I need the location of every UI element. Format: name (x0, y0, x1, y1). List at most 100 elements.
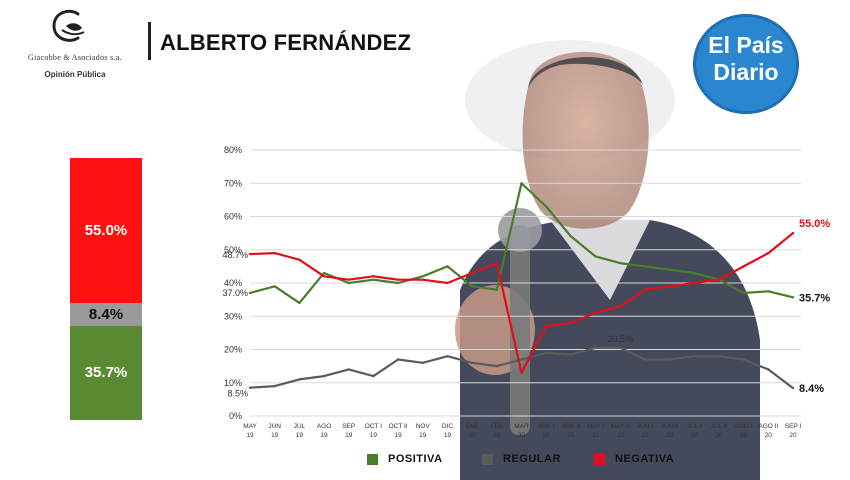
brand-name: Giacobbe & Asociados s.a. (28, 53, 122, 62)
x-tick-label-year: 20 (469, 432, 477, 439)
data-point-regular (248, 386, 252, 389)
data-point-positiva (569, 235, 573, 238)
x-tick-label: OCT II (389, 423, 408, 430)
x-tick-label: AGO I (735, 423, 753, 430)
data-point-negativa (298, 258, 301, 261)
data-point-regular (569, 353, 573, 356)
legend-item-positiva: POSITIVA (367, 453, 443, 465)
x-tick-label: ABR II (561, 423, 580, 430)
x-tick-label: NOV (416, 423, 431, 430)
legend-swatch-positiva (367, 453, 378, 465)
data-point-positiva (544, 205, 548, 208)
data-point-negativa (248, 252, 252, 256)
data-point-negativa (446, 281, 449, 285)
brand-logo: Giacobbe & Asociados s.a. Opinión Públic… (10, 6, 140, 86)
data-point-negativa (544, 325, 548, 328)
data-point-regular (347, 368, 350, 371)
x-tick-label-year: 19 (394, 432, 402, 439)
x-tick-label-year: 20 (567, 432, 575, 439)
data-point-regular (742, 358, 745, 361)
data-point-positiva (347, 281, 350, 285)
data-point-positiva (791, 296, 795, 299)
x-tick-label-year: 19 (296, 432, 304, 439)
data-point-positiva (273, 285, 276, 288)
data-point-negativa (791, 231, 795, 235)
x-tick-label: MAR (514, 423, 529, 430)
badge-line-1: El País (708, 32, 784, 58)
data-point-regular (668, 358, 671, 361)
data-point-negativa (767, 251, 770, 255)
y-tick-label: 70% (224, 178, 242, 188)
data-point-regular (298, 378, 301, 381)
data-point-negativa (569, 321, 573, 325)
data-point-positiva (767, 290, 770, 293)
legend-swatch-regular (482, 453, 493, 465)
x-tick-label: ABR I (538, 423, 555, 430)
data-point-negativa (470, 271, 474, 275)
legend-item-negativa: NEGATIVA (594, 453, 674, 465)
x-tick-label-year: 19 (419, 432, 427, 439)
line-chart: 0% 10% 20% 30% 40% 50% 60% 70% 80% MAY 19 JUN 19 JUL 1… (222, 145, 830, 439)
data-point-negativa (693, 281, 696, 285)
x-tick-label: SEP (342, 423, 355, 430)
stack-label-positiva: 35.7% (84, 364, 128, 382)
data-point-regular (273, 384, 276, 388)
data-point-regular (470, 361, 474, 364)
y-tick-label: 40% (224, 278, 242, 288)
data-point-negativa (520, 371, 523, 374)
y-tick-label: 0% (229, 411, 242, 421)
data-point-regular (643, 358, 647, 361)
brand-subtitle: Opinión Pública (44, 70, 106, 79)
data-point-positiva (520, 182, 523, 185)
x-tick-label: JUL I (687, 423, 702, 430)
stack-segment-regular: 8.4% (70, 303, 142, 326)
data-point-negativa (421, 278, 424, 281)
legend-label-negativa: NEGATIVA (615, 453, 675, 465)
data-point-positiva (248, 291, 252, 295)
x-tick-label-year: 20 (789, 432, 797, 439)
x-tick-label-year: 20 (666, 432, 674, 439)
data-point-positiva (495, 288, 499, 291)
data-label-regular: 20.5% (607, 334, 633, 344)
x-tick-label: MAY I (587, 423, 604, 430)
data-point-regular (767, 368, 770, 371)
legend-label-regular: REGULAR (503, 453, 561, 465)
x-tick-label-year: 20 (765, 432, 773, 439)
data-point-positiva (470, 285, 474, 288)
x-tick-label-year: 19 (246, 432, 254, 439)
brand-mark-icon (52, 9, 85, 42)
data-point-regular (544, 351, 548, 355)
legend-item-regular: REGULAR (482, 453, 561, 465)
data-label-negativa: 48.7% (222, 250, 248, 260)
data-label-regular: 8.4% (799, 383, 824, 395)
x-tick-label: DIC (442, 423, 454, 430)
x-tick-label-year: 19 (345, 432, 353, 439)
x-tick-label-year: 19 (271, 432, 279, 439)
stack-label-negativa: 55.0% (84, 222, 128, 240)
data-point-positiva (742, 291, 745, 295)
x-tick-label: AGO II (758, 423, 778, 430)
data-point-regular (791, 386, 795, 390)
data-point-regular (594, 346, 597, 350)
data-label-negativa: 55.0% (799, 218, 830, 230)
x-tick-label-year: 20 (641, 432, 649, 439)
data-label-positiva: 37.0% (222, 288, 248, 298)
data-label-positiva: 35.7% (799, 292, 830, 304)
x-tick-label-year: 20 (691, 432, 699, 439)
x-tick-label-year: 20 (617, 432, 625, 439)
title-divider (148, 22, 151, 60)
x-tick-label: JUN (268, 423, 281, 430)
x-tick-label-year: 19 (444, 432, 452, 439)
data-point-regular (421, 361, 424, 364)
x-tick-label-year: 19 (320, 432, 328, 439)
y-tick-label: 30% (224, 311, 242, 321)
data-point-regular (520, 358, 523, 361)
x-tick-label: MAY II (611, 423, 630, 430)
x-tick-label-year: 20 (543, 432, 551, 439)
x-tick-label: FEB (490, 423, 503, 430)
data-point-regular (446, 354, 449, 358)
x-tick-label: JUL (294, 423, 306, 430)
data-point-negativa (322, 275, 326, 278)
data-point-regular (495, 364, 499, 368)
series-line-negativa (249, 232, 794, 374)
